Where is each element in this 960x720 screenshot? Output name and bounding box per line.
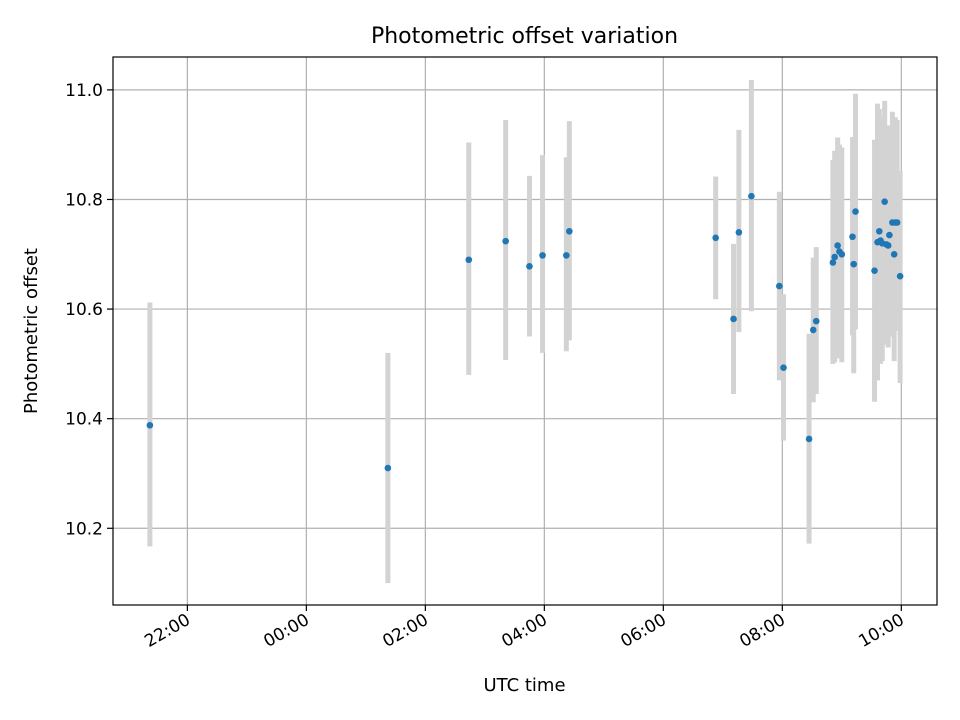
data-points <box>146 192 904 472</box>
data-point <box>850 260 858 268</box>
y-tick-label: 10.6 <box>65 300 103 320</box>
y-tick-label: 10.2 <box>65 519 103 539</box>
data-point <box>748 192 755 200</box>
data-point <box>465 256 473 264</box>
data-point <box>881 198 888 205</box>
data-point <box>146 421 154 429</box>
data-point <box>526 263 533 270</box>
x-axis-label: UTC time <box>483 675 565 696</box>
y-tick-label: 10.8 <box>65 190 103 210</box>
data-point <box>780 364 787 372</box>
data-point <box>566 227 573 235</box>
data-point <box>886 231 893 239</box>
data-point <box>812 317 820 325</box>
grid <box>113 57 937 605</box>
data-point <box>871 267 878 275</box>
data-point <box>384 464 392 472</box>
data-point <box>834 242 841 249</box>
data-point <box>875 227 883 235</box>
data-point <box>838 250 846 258</box>
data-point <box>805 435 813 443</box>
data-point <box>730 315 737 323</box>
data-point <box>502 237 509 245</box>
chart-title: Photometric offset variation <box>371 24 678 49</box>
data-point <box>890 250 898 258</box>
data-point <box>831 253 838 261</box>
data-point <box>893 219 901 226</box>
data-point <box>852 208 859 215</box>
data-point <box>884 242 892 249</box>
data-point <box>829 259 837 266</box>
data-point <box>849 233 856 241</box>
data-point <box>735 229 743 236</box>
y-tick-label: 11.0 <box>65 81 103 101</box>
data-point <box>539 252 546 259</box>
data-point <box>563 252 570 259</box>
plot-frame <box>112 56 938 606</box>
y-axis-label: Photometric offset <box>21 248 42 414</box>
data-point <box>776 282 783 290</box>
data-point <box>712 234 719 242</box>
y-tick-label: 10.4 <box>65 410 103 430</box>
data-point <box>896 272 904 280</box>
data-point <box>809 326 817 334</box>
